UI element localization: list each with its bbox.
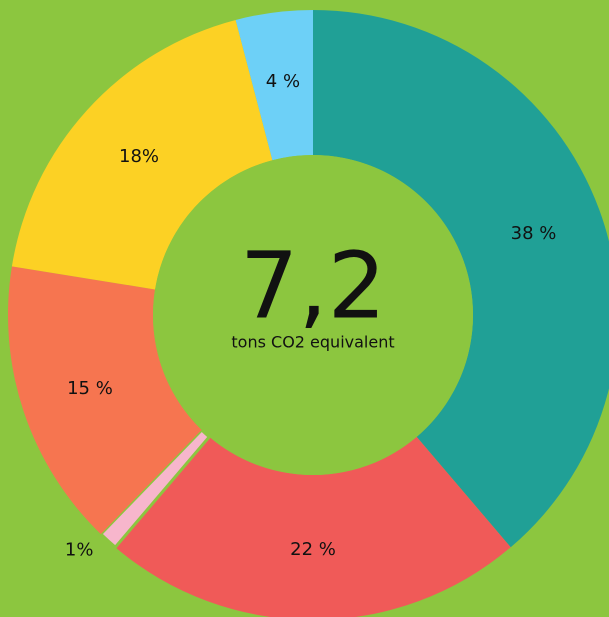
slice-label: 38 % xyxy=(511,223,557,244)
slice xyxy=(7,266,202,535)
center-label: tons CO2 equivalent xyxy=(231,333,394,352)
slice-label: 1% xyxy=(65,539,94,560)
slice-label: 18% xyxy=(119,146,159,167)
slice-label: 4 % xyxy=(266,71,300,92)
donut-hole xyxy=(153,155,473,475)
slice-label: 22 % xyxy=(290,539,336,560)
slice xyxy=(11,19,273,290)
slice xyxy=(313,10,609,548)
slice xyxy=(235,10,313,161)
slice xyxy=(115,436,511,617)
slice-label: 15 % xyxy=(67,378,113,399)
center-value: 7,2 xyxy=(240,232,386,339)
